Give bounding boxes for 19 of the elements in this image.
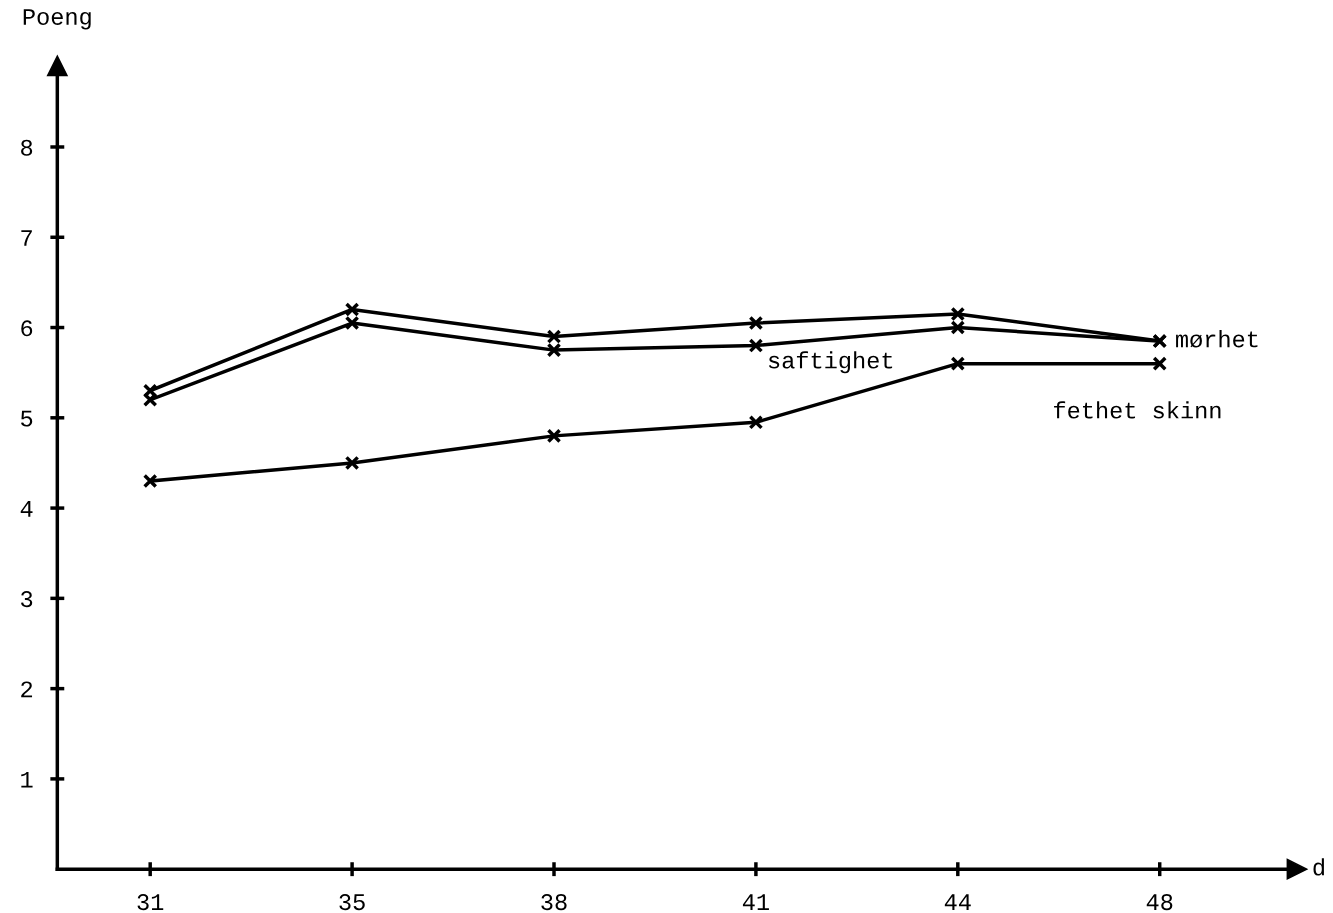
series-label: mørhet	[1176, 330, 1258, 348]
y-tick-label: 2	[21, 681, 33, 698]
x-tick-label: 48	[1146, 894, 1173, 911]
y-tick-label: 3	[21, 591, 33, 608]
x-tick-label: 35	[339, 894, 365, 911]
y-tick-label: 5	[21, 410, 33, 427]
y-tick-label: 4	[20, 501, 33, 517]
x-tick-label: 38	[541, 894, 567, 911]
y-tick-label: 8	[21, 139, 33, 156]
y-axis-title: Poeng	[23, 9, 91, 30]
series-label: fethet skinn	[1054, 401, 1221, 419]
y-tick-label: 1	[21, 771, 33, 788]
y-tick-label: 6	[21, 320, 33, 337]
x-tick-label: 31	[137, 894, 164, 911]
x-tick-label: 44	[944, 894, 971, 910]
x-axis-title: d	[1313, 858, 1324, 876]
series-label: saftighet	[768, 351, 893, 374]
y-tick-label: 7	[21, 230, 32, 246]
x-tick-label: 41	[742, 894, 769, 910]
